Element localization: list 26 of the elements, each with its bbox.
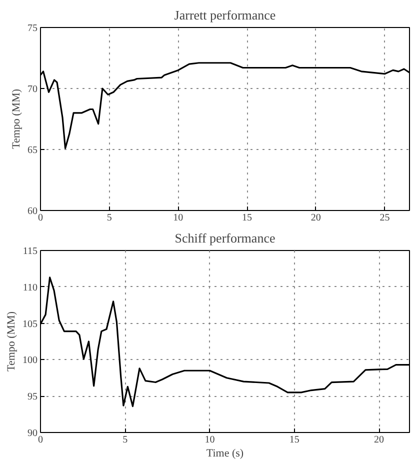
x-tick-label: 0 [38,434,43,446]
y-tick-label: 70 [28,84,38,95]
y-tick-label: 60 [28,206,38,217]
x-tick-label: 15 [242,212,252,224]
y-tick-label: 65 [28,145,38,156]
x-tick-label: 10 [173,212,184,224]
x-tick-label: 0 [38,212,43,224]
y-axis-title: Tempo (MM) [6,311,18,372]
y-tick-label: 115 [22,246,38,257]
y-tick-label: 95 [28,392,38,403]
x-tick-label: 15 [289,434,300,446]
x-tick-label: 5 [122,434,128,446]
y-tick-label: 105 [22,318,38,330]
y-tick-label: 110 [22,282,38,294]
x-tick-label: 20 [374,434,384,446]
y-tick-label: 90 [28,428,38,439]
chart-title: Jarrett performance [174,8,276,22]
y-tick-label: 75 [28,23,38,34]
y-tick-label: 100 [22,355,38,366]
chart-title: Schiff performance [174,230,276,246]
y-axis-title: Tempo (MM) [10,88,22,150]
x-axis-title: Time (s) [206,448,244,460]
x-tick-label: 5 [106,212,112,224]
x-tick-label: 25 [380,212,390,224]
x-tick-label: 20 [310,212,321,224]
x-tick-label: 10 [204,434,215,446]
